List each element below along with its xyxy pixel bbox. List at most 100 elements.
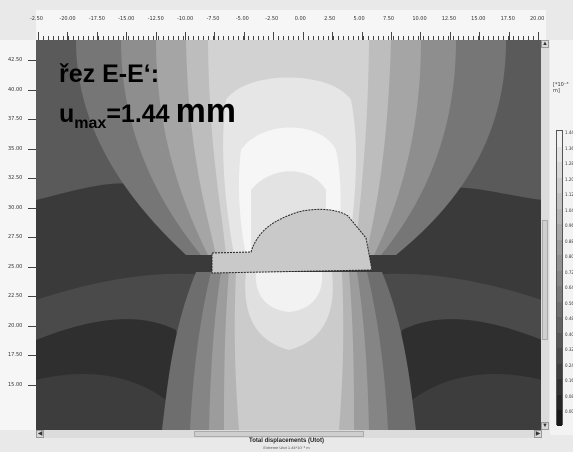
ruler-top-minor-tick xyxy=(168,36,169,40)
ruler-top-tick xyxy=(126,32,128,40)
scroll-right-arrow-icon[interactable]: ▶ xyxy=(534,430,542,438)
legend-swatch xyxy=(557,270,562,287)
ruler-top-tick xyxy=(67,32,69,40)
ruler-left-tick-label: 37.50 xyxy=(8,116,23,122)
ruler-top-minor-tick xyxy=(38,36,39,40)
ruler-top-minor-tick xyxy=(43,36,44,40)
ruler-top-tick-label: 0.00 xyxy=(294,16,306,22)
legend-swatch xyxy=(557,363,562,380)
max-displacement-label: umax=1.44 mm xyxy=(59,92,236,133)
ruler-left-tick xyxy=(28,89,36,91)
ruler-left-tick-label: 20.00 xyxy=(8,322,23,329)
ruler-top-minor-tick xyxy=(233,36,234,40)
ruler-left-tick xyxy=(28,325,36,327)
legend-swatch xyxy=(557,224,562,240)
displacement-contour-plot xyxy=(36,40,542,430)
ruler-top-minor-tick xyxy=(63,36,64,40)
vertical-scrollbar-thumb[interactable] xyxy=(542,220,548,340)
ruler-top-minor-tick xyxy=(518,36,519,40)
plot-caption-subtitle: Extreme Utot 1.44*10⁻³ m xyxy=(263,445,310,450)
vertical-scrollbar[interactable] xyxy=(541,40,549,430)
ruler-top-minor-tick xyxy=(88,36,89,40)
ruler-top-minor-tick xyxy=(78,36,79,40)
legend-unit-label: [*10⁻³ m] xyxy=(553,82,569,94)
ruler-top-minor-tick xyxy=(448,36,449,40)
ruler-left-tick-label: 25.00 xyxy=(8,263,23,270)
ruler-top-tick-label: 10.00 xyxy=(412,16,427,22)
ruler-top-tick-label: -2.50 xyxy=(265,16,279,22)
ruler-left-tick xyxy=(28,266,36,268)
ruler-top-minor-tick xyxy=(113,36,114,40)
ruler-top-minor-tick xyxy=(418,36,419,40)
ruler-left-tick-label: 27.50 xyxy=(8,234,23,240)
ruler-left-tick xyxy=(28,355,36,356)
legend-swatch xyxy=(557,208,562,225)
section-title: řez E-E‘: xyxy=(59,60,160,88)
legend-value-label: 0.32 xyxy=(565,347,573,353)
ruler-top-minor-tick xyxy=(143,36,144,40)
ruler-top-minor-tick xyxy=(258,36,259,40)
ruler-top-minor-tick xyxy=(323,36,324,40)
ruler-top-minor-tick xyxy=(213,36,214,40)
ruler-top-minor-tick xyxy=(93,36,94,40)
ruler-top-minor-tick xyxy=(58,36,59,40)
ruler-top-minor-tick xyxy=(388,36,389,40)
ruler-top-minor-tick xyxy=(133,36,134,40)
ruler-top-minor-tick xyxy=(433,36,434,40)
legend-swatch xyxy=(557,177,562,194)
ruler-top-minor-tick xyxy=(353,36,354,40)
ruler-top-tick-label: -2.50 xyxy=(30,16,43,22)
ruler-left-tick-label: 42.50 xyxy=(8,57,23,63)
ruler-left-tick xyxy=(28,207,36,209)
ruler-top-minor-tick xyxy=(498,36,499,40)
horizontal-scrollbar-thumb[interactable] xyxy=(194,431,364,437)
ruler-top-tick-label: 7.50 xyxy=(382,16,395,22)
ruler-top-tick-label: -10.00 xyxy=(177,16,194,22)
legend-value-label: 0.72 xyxy=(565,269,573,275)
scroll-left-arrow-icon[interactable]: ◀ xyxy=(36,430,44,438)
ruler-top-minor-tick xyxy=(528,36,529,40)
ruler-top-tick-label: -7.50 xyxy=(206,16,220,22)
ruler-top-tick-label: -15.00 xyxy=(118,16,135,22)
ruler-top-minor-tick xyxy=(83,36,84,40)
ruler-top-minor-tick xyxy=(318,36,319,40)
ruler-top-minor-tick xyxy=(173,36,174,40)
ruler-top-minor-tick xyxy=(268,36,269,40)
ruler-top-minor-tick xyxy=(333,36,334,40)
ruler-top-minor-tick xyxy=(68,36,69,40)
ruler-top-minor-tick xyxy=(293,36,294,40)
ruler-top-minor-tick xyxy=(193,36,194,40)
legend-swatch xyxy=(557,379,562,395)
ruler-top-minor-tick xyxy=(343,36,344,40)
legend-value-label: 0.16 xyxy=(565,378,573,384)
legend-value-label: 1.44 xyxy=(565,130,573,135)
ruler-top-minor-tick xyxy=(423,36,424,40)
ruler-top-minor-tick xyxy=(443,36,444,40)
ruler-top-minor-tick xyxy=(358,36,359,40)
legend-value-label: 1.20 xyxy=(565,176,573,182)
legend-swatch xyxy=(557,348,562,364)
scroll-up-arrow-icon[interactable]: ▲ xyxy=(541,40,549,48)
ruler-top-tick xyxy=(185,32,187,40)
horizontal-scrollbar[interactable] xyxy=(36,430,542,438)
contour-band xyxy=(402,374,542,430)
legend-swatch xyxy=(557,332,562,349)
legend-value-label: 1.36 xyxy=(565,145,573,151)
displacement-subscript: max xyxy=(74,115,107,132)
scroll-down-arrow-icon[interactable]: ▼ xyxy=(541,422,549,430)
ruler-top-minor-tick xyxy=(178,36,179,40)
max-displacement-unit: mm xyxy=(175,92,237,130)
legend-value-label: 1.04 xyxy=(565,207,573,213)
ruler-top-minor-tick xyxy=(363,36,364,40)
ruler-top-minor-tick xyxy=(478,36,479,40)
ruler-top-tick-label: 12.50 xyxy=(441,16,457,22)
legend-swatch xyxy=(557,193,562,209)
ruler-top-minor-tick xyxy=(473,36,474,40)
legend-value-label: 0.08 xyxy=(565,393,573,399)
ruler-left-tick xyxy=(28,60,36,61)
legend-swatch xyxy=(557,131,562,147)
ruler-top-minor-tick xyxy=(158,36,159,40)
ruler-top-minor-tick xyxy=(278,36,279,40)
ruler-top-minor-tick xyxy=(263,36,264,40)
